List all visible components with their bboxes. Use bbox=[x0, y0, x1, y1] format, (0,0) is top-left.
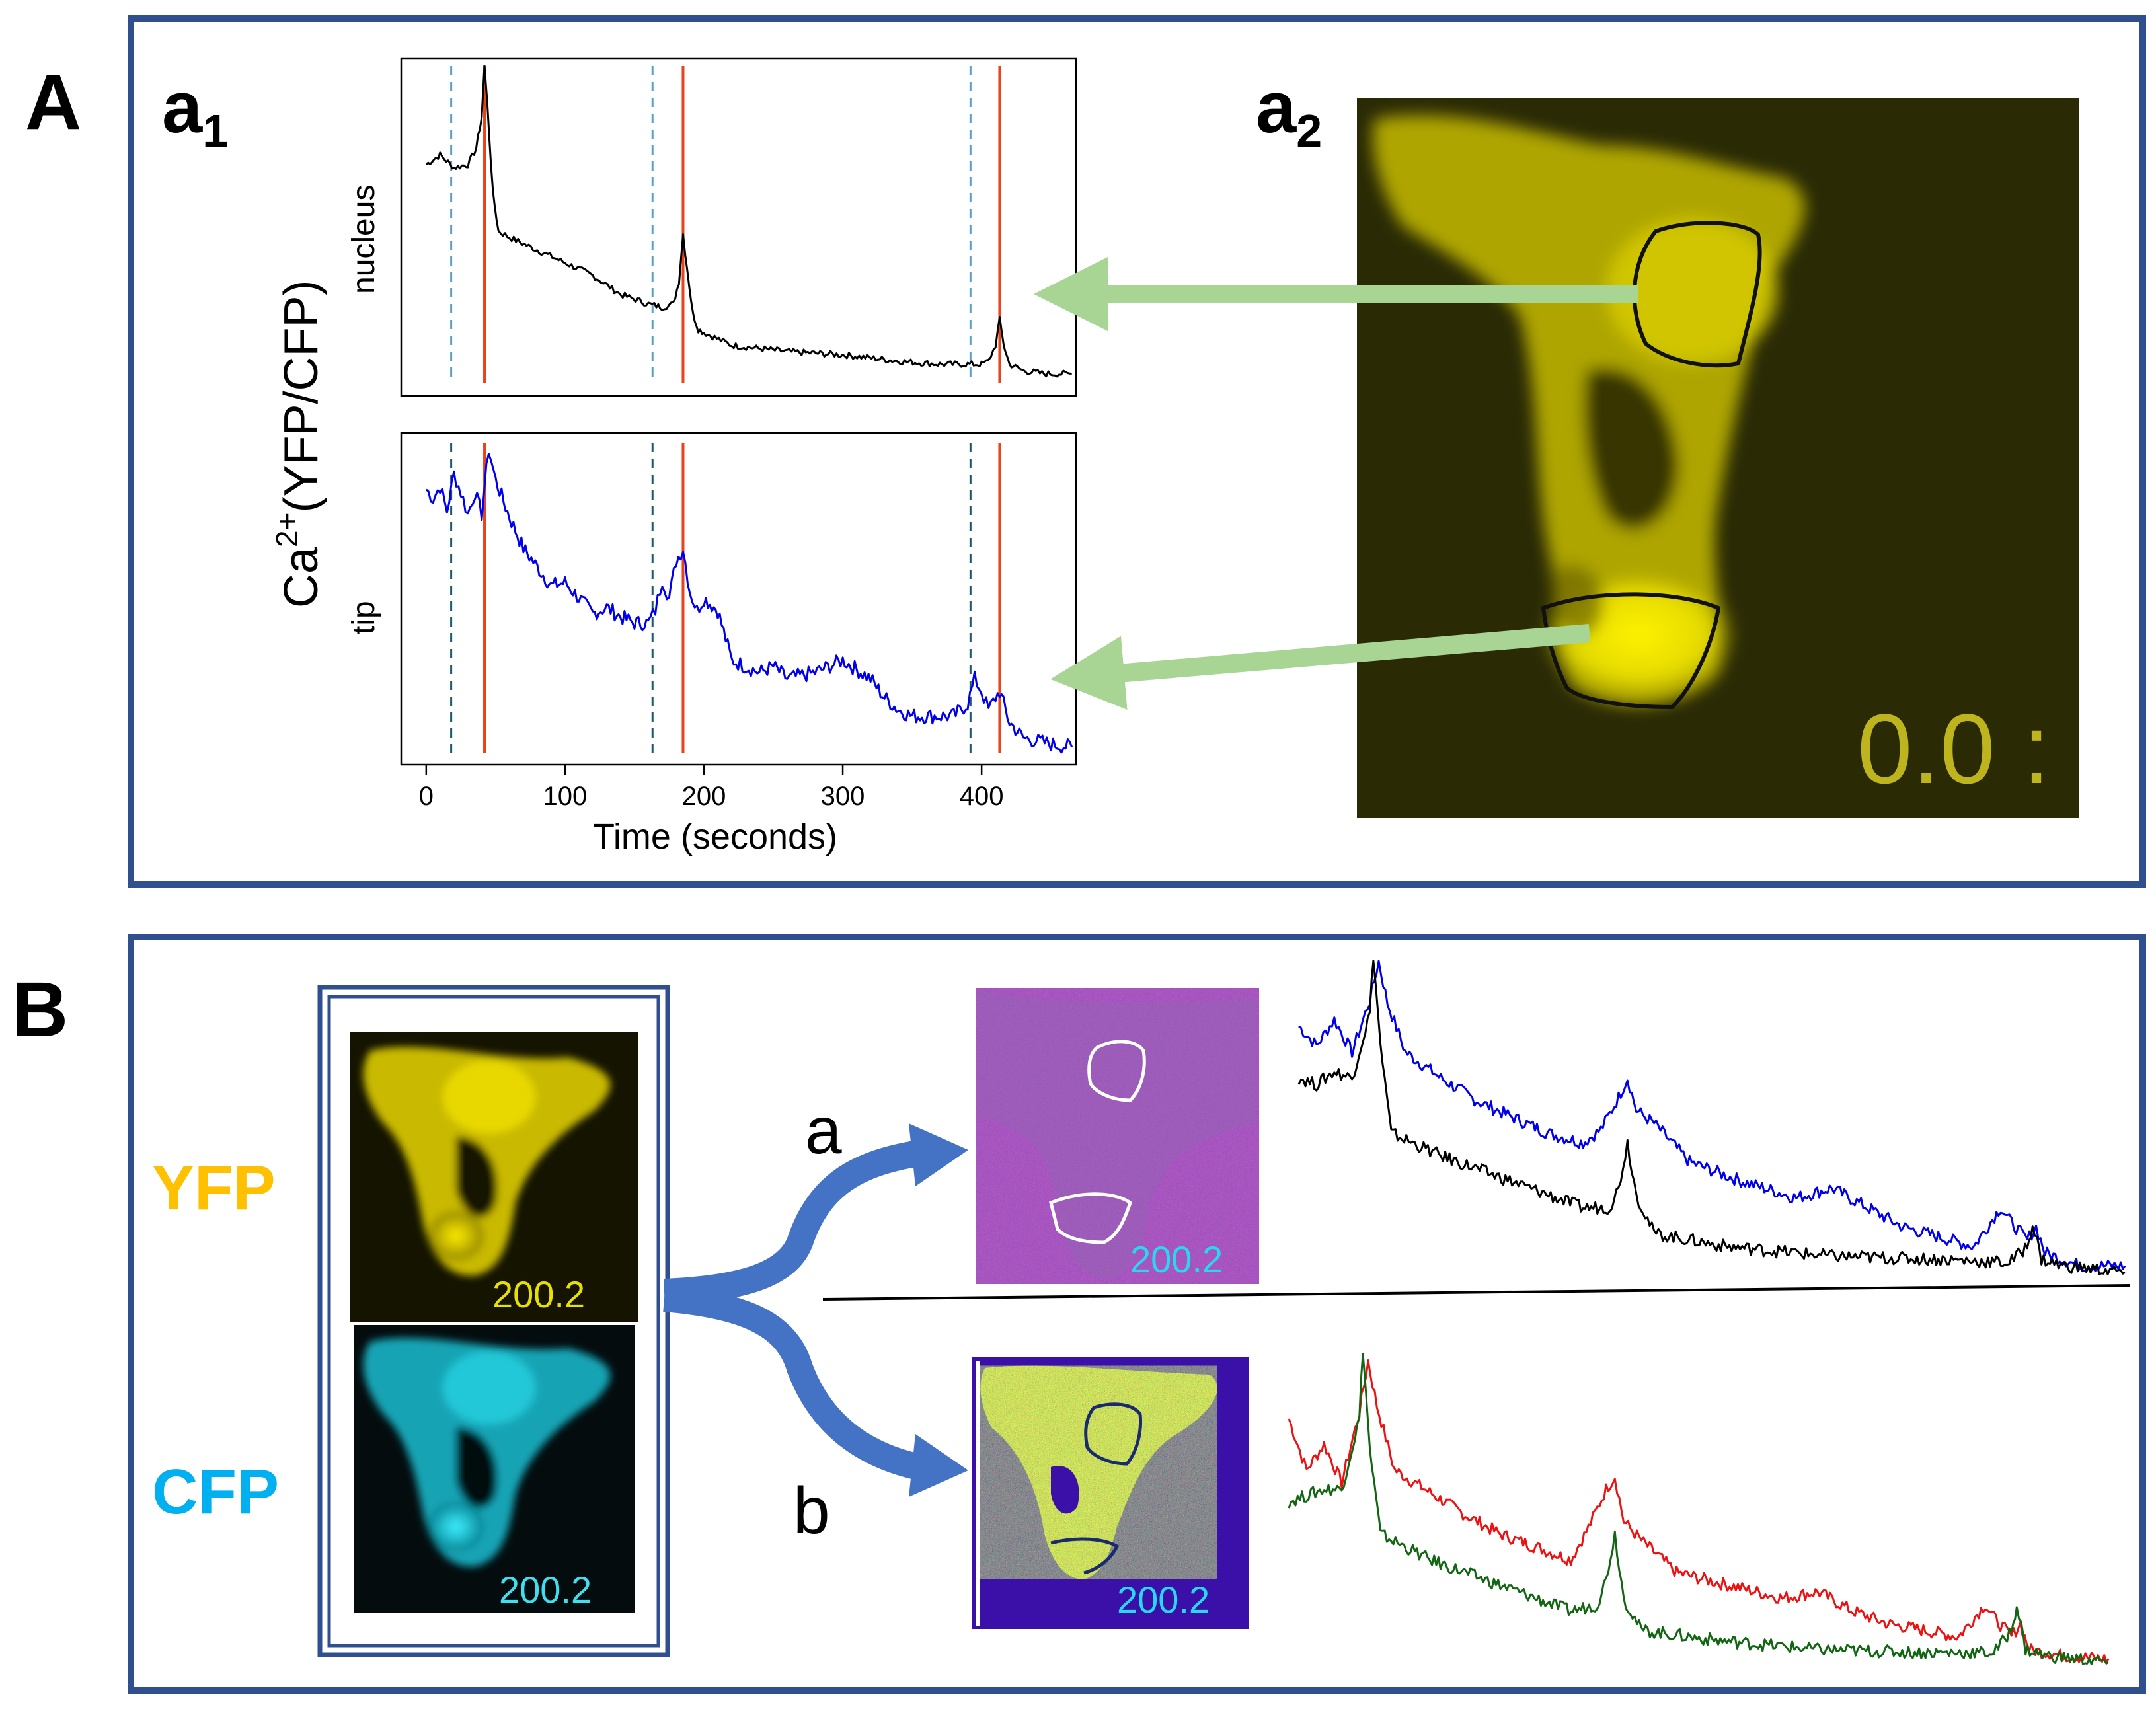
chart-tip-frame bbox=[400, 432, 1077, 766]
branch-arrow-b bbox=[663, 1285, 922, 1480]
timestamp-ratio-b: 200.2 bbox=[1117, 1579, 1210, 1620]
x-tick-label: 400 bbox=[960, 782, 1004, 811]
yfp-image: 200.2 bbox=[350, 1032, 638, 1322]
panel-a-letter: A bbox=[25, 59, 81, 146]
timestamp-yfp: 200.2 bbox=[492, 1273, 585, 1315]
chart-nucleus-frame bbox=[400, 57, 1077, 397]
timestamp-ratio-a: 200.2 bbox=[1130, 1238, 1223, 1280]
ratio-image-a: 200.2 bbox=[976, 988, 1259, 1284]
panel-b-letter: B bbox=[12, 966, 68, 1053]
x-tick-label: 300 bbox=[821, 782, 865, 811]
chart-b-bottom bbox=[1288, 1353, 2110, 1665]
chart-nucleus bbox=[425, 65, 1072, 383]
label-a1: a1 bbox=[162, 67, 228, 157]
series-line-red bbox=[1288, 1359, 2110, 1663]
series-line-green bbox=[1288, 1353, 2109, 1665]
separator-line bbox=[822, 1284, 2130, 1301]
label-nucleus: nucleus bbox=[346, 185, 381, 294]
series-line-tip bbox=[1298, 960, 2126, 1273]
arrow-tip bbox=[1050, 624, 1591, 710]
label-branch-b: b bbox=[793, 1474, 830, 1548]
branch-arrow-a-head bbox=[909, 1123, 968, 1186]
series-line-nucleus bbox=[425, 65, 1072, 378]
microscopy-image-a2: 0.0 : bbox=[1357, 98, 2079, 818]
image-pair-frame-outer bbox=[317, 985, 670, 1657]
roi-b-nucleus bbox=[1084, 1402, 1143, 1466]
x-axis-label: Time (seconds) bbox=[593, 817, 837, 856]
image-pair-frame-inner bbox=[327, 995, 660, 1648]
series-line-tip bbox=[425, 453, 1073, 754]
timestamp-a2: 0.0 : bbox=[1857, 693, 2050, 804]
panel-b-frame bbox=[128, 934, 2146, 1694]
chart-b-top bbox=[1297, 960, 2126, 1275]
series-line-nucleus bbox=[1297, 960, 2126, 1275]
ratio-image-b: 200.2 bbox=[972, 1357, 1249, 1629]
cfp-image: 200.2 bbox=[354, 1325, 635, 1613]
label-cfp: CFP bbox=[152, 1457, 279, 1527]
label-yfp: YFP bbox=[152, 1153, 276, 1223]
x-axis-ticks: 0 100 200 300 400 bbox=[419, 765, 1004, 811]
x-tick-label: 0 bbox=[419, 782, 434, 811]
label-tip: tip bbox=[346, 601, 381, 634]
roi-a-tip bbox=[1049, 1192, 1132, 1244]
y-axis-label: Ca2+(YFP/CFP) bbox=[270, 280, 328, 608]
panel-a-frame bbox=[128, 15, 2146, 888]
label-a2: a2 bbox=[1256, 67, 1322, 157]
chart-tip bbox=[425, 443, 1073, 754]
roi-b-tip bbox=[1050, 1537, 1120, 1575]
timestamp-cfp: 200.2 bbox=[499, 1569, 592, 1611]
roi-a-nucleus bbox=[1087, 1040, 1146, 1102]
x-tick-label: 100 bbox=[543, 782, 588, 811]
roi-nucleus bbox=[1632, 221, 1762, 368]
roi-tip bbox=[1541, 592, 1721, 710]
x-tick-label: 200 bbox=[682, 782, 726, 811]
label-branch-a: a bbox=[805, 1094, 842, 1168]
branch-arrow-b-head bbox=[909, 1434, 968, 1497]
branch-arrow-a bbox=[664, 1140, 921, 1305]
